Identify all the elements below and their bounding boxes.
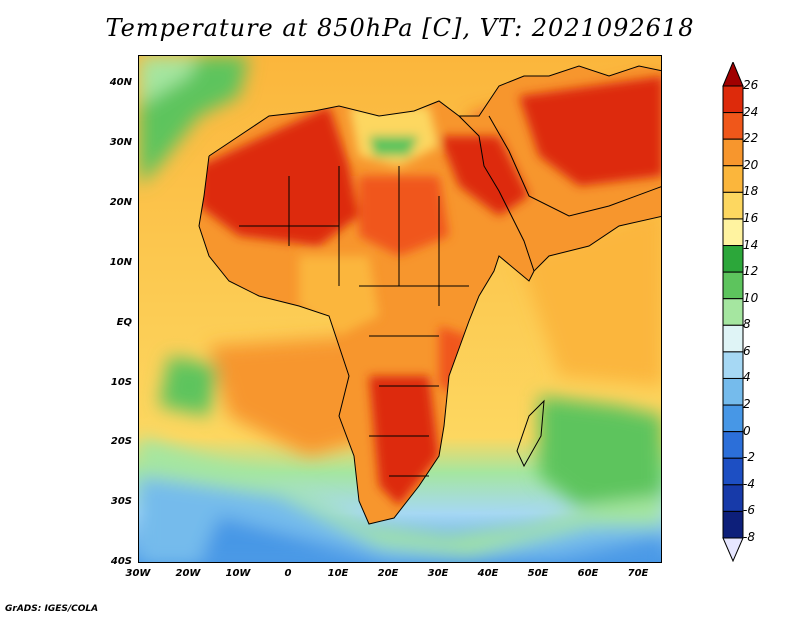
colorbar-segment — [722, 431, 744, 459]
colorbar-segment — [722, 404, 744, 433]
colorbar-label: 10 — [743, 290, 759, 305]
lat-label: 30N — [109, 137, 132, 148]
colorbar-segment — [722, 218, 744, 247]
lon-label: 20W — [175, 568, 201, 579]
lon-label: 10E — [327, 568, 349, 579]
colorbar-label: -8 — [743, 530, 755, 544]
lat-label: 40S — [110, 556, 132, 567]
colorbar-label: 26 — [743, 78, 759, 92]
colorbar-label: -2 — [743, 450, 755, 465]
colorbar-label: -6 — [743, 503, 755, 518]
colorbar-label: 22 — [743, 131, 759, 146]
colorbar-label: 14 — [743, 237, 759, 252]
map-title: Temperature at 850hPa [C], VT: 202109261… — [105, 14, 695, 42]
colorbar — [722, 62, 744, 562]
colorbar-segment — [722, 271, 744, 300]
colorbar-segment — [722, 537, 744, 562]
colorbar-segment — [722, 138, 744, 167]
colorbar-label: 8 — [743, 317, 751, 332]
lat-label: 30S — [110, 496, 132, 507]
colorbar-segment — [722, 510, 744, 539]
colorbar-label: 20 — [743, 157, 759, 172]
lon-label: 60E — [577, 568, 599, 579]
colorbar-label: 6 — [743, 343, 751, 358]
colorbar-segment — [722, 457, 744, 486]
lat-label: 20N — [109, 197, 132, 208]
colorbar-segment — [722, 351, 744, 379]
lat-label: 10N — [109, 257, 132, 268]
colorbar-segment — [722, 191, 744, 220]
colorbar-label: 24 — [743, 104, 759, 119]
colorbar-segment — [722, 324, 744, 353]
colorbar-segment — [722, 377, 744, 406]
lon-label: 40E — [477, 568, 499, 579]
lat-label: 20S — [110, 436, 132, 447]
lon-label: 30W — [125, 568, 151, 579]
map-canvas — [139, 56, 661, 562]
colorbar-label: -4 — [743, 476, 755, 491]
colorbar-segment — [722, 165, 744, 193]
colorbar-label: 2 — [743, 397, 751, 412]
coastlines — [198, 65, 661, 525]
lon-label: 0 — [284, 568, 292, 579]
temperature-map — [138, 55, 662, 563]
colorbar-label: 12 — [743, 264, 759, 279]
colorbar-segment — [722, 112, 744, 140]
colorbar-segment — [722, 245, 744, 273]
colorbar-segment — [722, 85, 744, 114]
lat-label: EQ — [116, 317, 132, 328]
lon-label: 70E — [627, 568, 649, 579]
colorbar-segment — [722, 298, 744, 326]
lon-label: 30E — [427, 568, 449, 579]
colorbar-label: 0 — [743, 423, 751, 438]
colorbar-segment — [722, 484, 744, 512]
credit-text: GrADS: IGES/COLA — [5, 604, 99, 614]
lon-label: 20E — [377, 568, 399, 579]
colorbar-segment — [722, 62, 744, 87]
lon-label: 50E — [527, 568, 549, 579]
colorbar-label: 4 — [743, 370, 751, 385]
lon-label: 10W — [225, 568, 251, 579]
lat-label: 10S — [110, 377, 132, 388]
colorbar-label: 16 — [743, 210, 759, 225]
colorbar-label: 18 — [743, 184, 759, 199]
lat-label: 40N — [109, 77, 132, 88]
